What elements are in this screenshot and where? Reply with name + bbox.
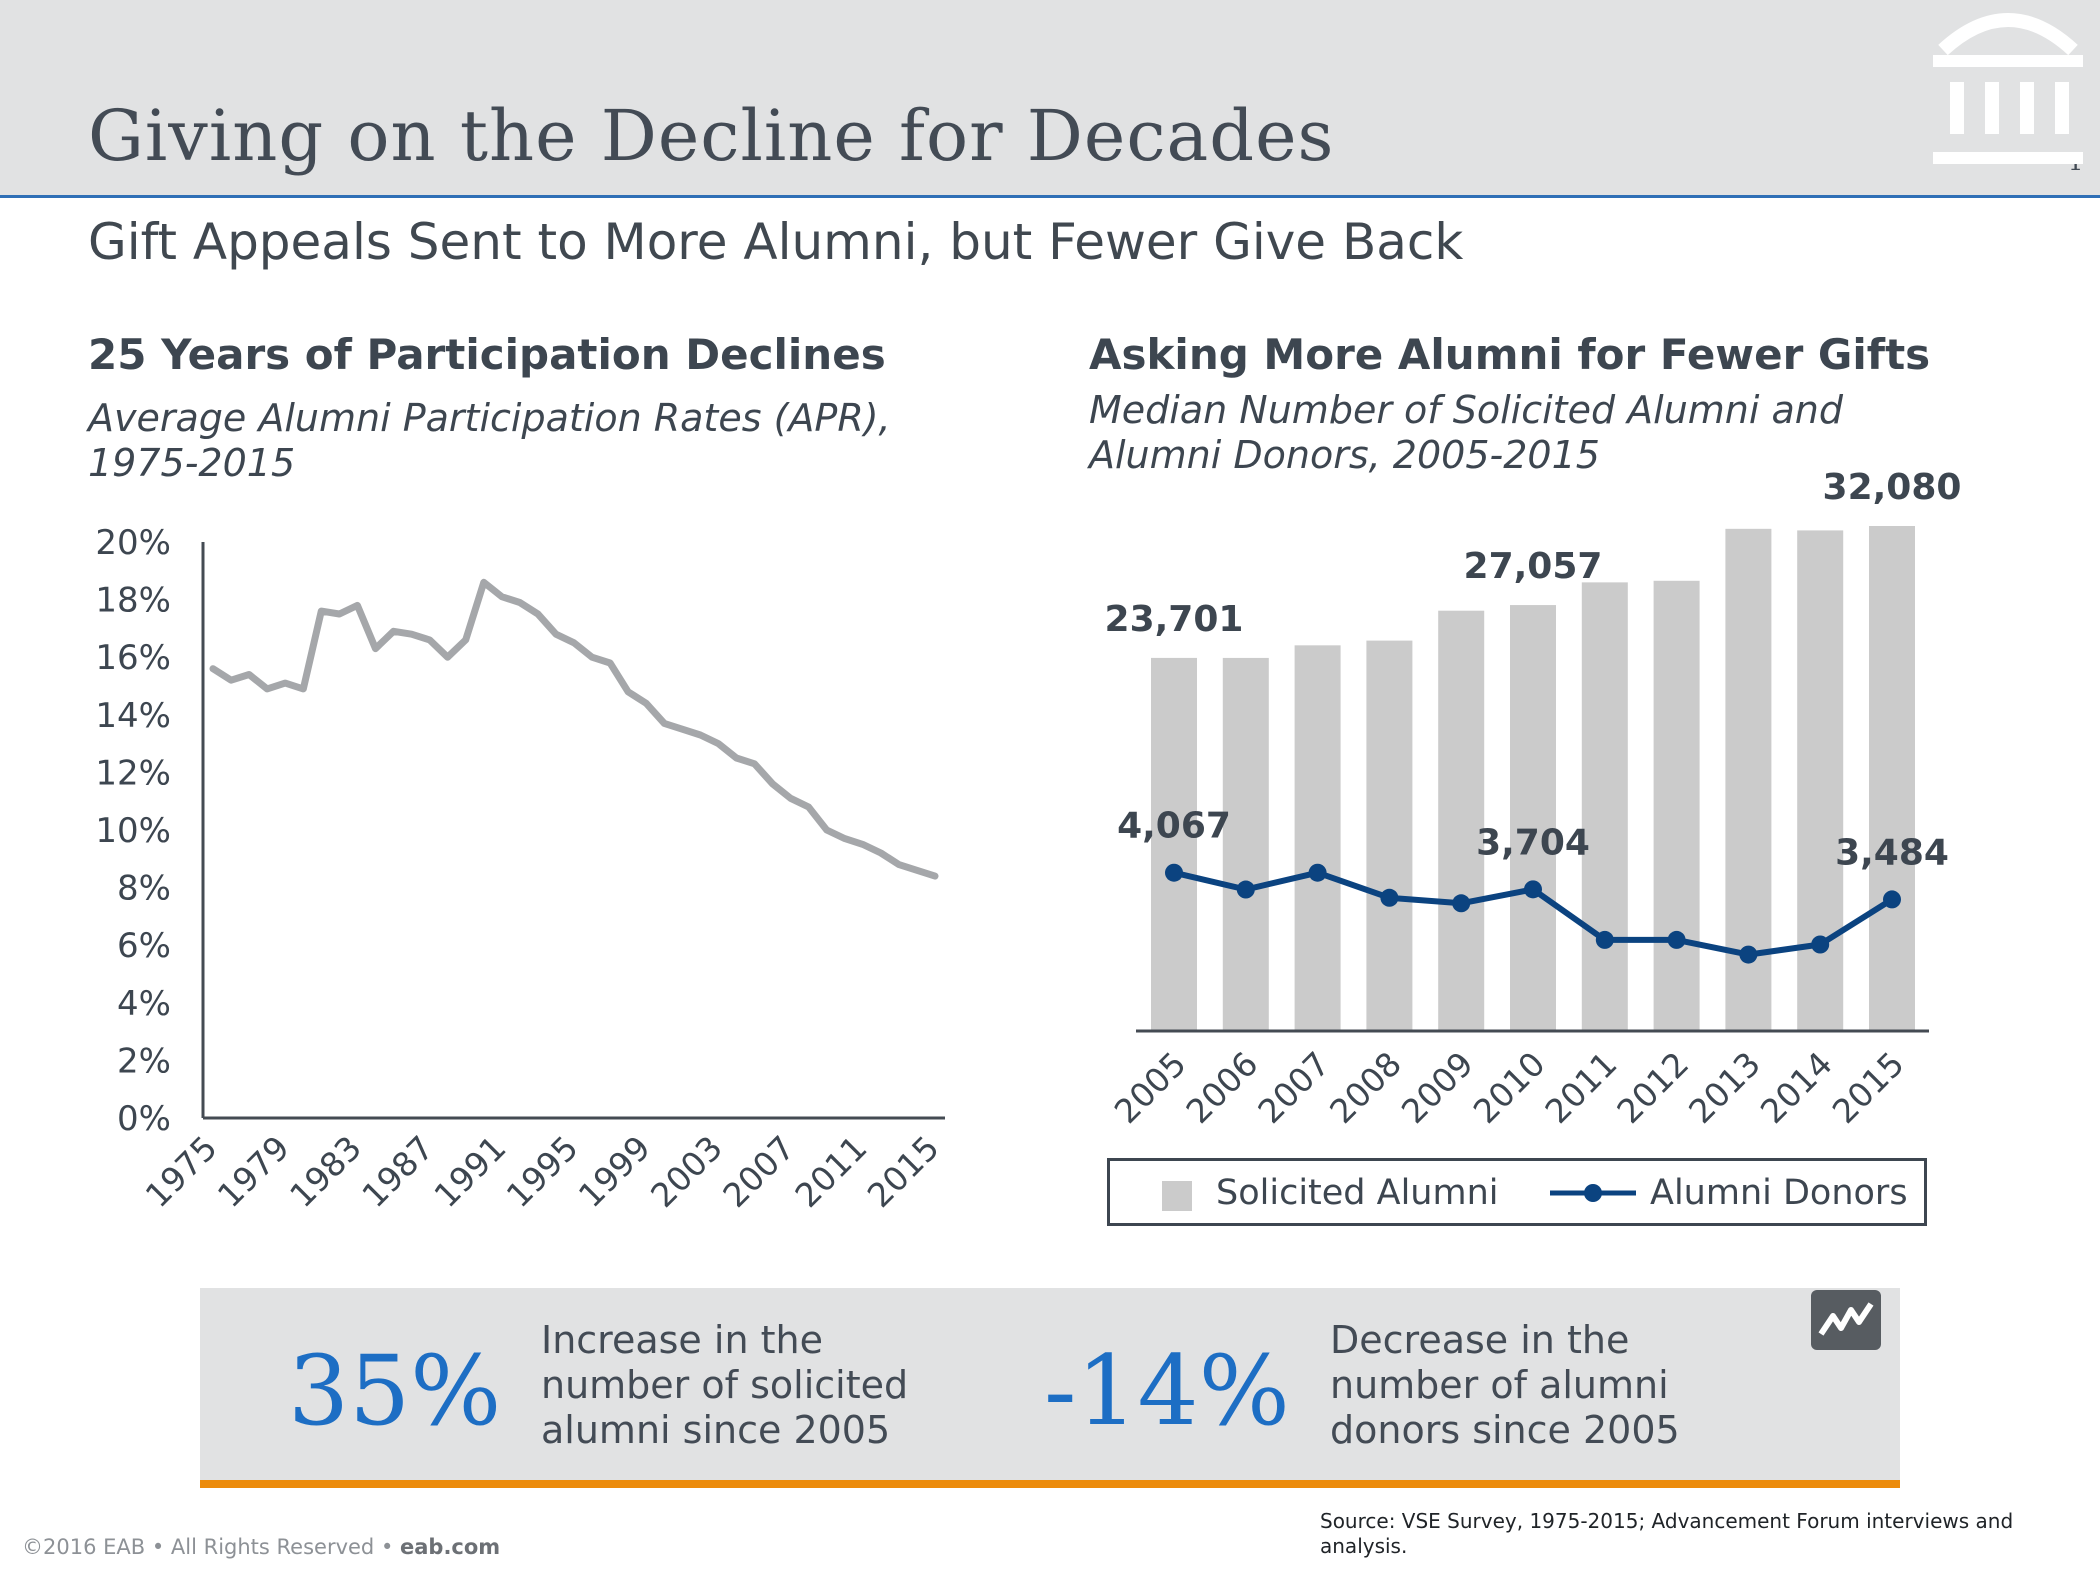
y-tick-label: 16% xyxy=(95,638,171,678)
solicited-bar xyxy=(1438,610,1485,1031)
x-tick-label: 1995 xyxy=(499,1128,586,1215)
solicited-bar xyxy=(1151,657,1197,1031)
page-subtitle: Gift Appeals Sent to More Alumni, but Fe… xyxy=(88,213,1464,271)
site-link[interactable]: eab.com xyxy=(400,1535,501,1559)
stat-donors-text: Decrease in the number of alumni donors … xyxy=(1330,1318,1680,1452)
bar-chart-subtitle: Median Number of Solicited Alumni and Al… xyxy=(1089,388,1844,477)
solicited-bar xyxy=(1222,657,1269,1031)
solicited-data-label: 32,080 xyxy=(1823,467,1962,508)
solicited-bar xyxy=(1797,530,1844,1031)
page-title: Giving on the Decline for Decades xyxy=(88,95,1335,177)
x-tick-label: 2011 xyxy=(787,1128,874,1215)
x-tick-label: 1979 xyxy=(210,1128,297,1215)
legend-swatch-solicited xyxy=(1162,1181,1192,1211)
x-tick-label: 2008 xyxy=(1322,1044,1409,1131)
x-tick-label: 1991 xyxy=(426,1128,513,1215)
x-tick-label: 2015 xyxy=(860,1128,947,1215)
donors-point xyxy=(1236,880,1255,899)
solicited-data-label: 27,057 xyxy=(1464,546,1603,587)
header-band xyxy=(0,0,2100,198)
donors-point xyxy=(1667,930,1686,949)
bar-chart-title: Asking More Alumni for Fewer Gifts xyxy=(1089,330,1931,379)
copyright-text: ©2016 EAB • All Rights Reserved • xyxy=(22,1535,400,1559)
x-tick-label: 2015 xyxy=(1825,1044,1912,1131)
solicited-bar xyxy=(1581,582,1628,1031)
x-tick-label: 2006 xyxy=(1178,1044,1265,1131)
donors-point xyxy=(1595,930,1614,949)
solicited-data-label: 23,701 xyxy=(1105,599,1244,640)
solicited-bar xyxy=(1869,526,1915,1031)
y-tick-label: 12% xyxy=(95,753,171,793)
x-tick-label: 2009 xyxy=(1394,1044,1481,1131)
institution-logo-icon xyxy=(1933,13,2083,164)
y-tick-label: 8% xyxy=(117,869,171,909)
trend-chart-icon xyxy=(1811,1290,1881,1350)
chart-legend: Solicited Alumni Alumni Donors xyxy=(1107,1158,1927,1226)
x-tick-label: 1983 xyxy=(282,1128,369,1215)
x-tick-label: 1975 xyxy=(138,1128,225,1215)
donors-data-label: 4,067 xyxy=(1117,806,1231,847)
donors-point xyxy=(1524,880,1542,899)
y-tick-label: 18% xyxy=(95,581,171,621)
x-tick-label: 1999 xyxy=(571,1128,658,1215)
source-note: Source: VSE Survey, 1975-2015; Advanceme… xyxy=(1320,1509,2014,1558)
solicited-bar xyxy=(1510,605,1556,1031)
y-tick-label: 10% xyxy=(95,811,171,851)
donors-data-label: 3,704 xyxy=(1476,822,1590,863)
x-tick-label: 2012 xyxy=(1609,1044,1696,1131)
x-tick-label: 2007 xyxy=(715,1128,802,1215)
donors-point xyxy=(1308,863,1327,882)
legend-swatch-donors xyxy=(1550,1184,1636,1202)
donors-data-label: 3,484 xyxy=(1835,832,1949,873)
x-tick-label: 2005 xyxy=(1107,1044,1194,1131)
x-tick-label: 2007 xyxy=(1250,1044,1337,1131)
line-chart-title: 25 Years of Participation Declines xyxy=(88,330,886,379)
x-tick-label: 2011 xyxy=(1537,1044,1624,1131)
donors-point xyxy=(1380,888,1399,907)
donors-point xyxy=(1739,945,1758,964)
donors-point xyxy=(1165,863,1183,882)
donors-point xyxy=(1811,935,1830,954)
y-tick-label: 2% xyxy=(117,1041,171,1081)
y-tick-label: 14% xyxy=(95,696,171,736)
solicited-bar xyxy=(1366,640,1413,1031)
x-tick-label: 2003 xyxy=(643,1128,730,1215)
solicited-bar xyxy=(1653,580,1700,1031)
x-tick-label: 2010 xyxy=(1466,1044,1553,1131)
donors-point xyxy=(1883,890,1901,909)
stat-solicited-text: Increase in the number of solicited alum… xyxy=(541,1318,909,1452)
donors-point xyxy=(1452,894,1471,913)
y-tick-label: 6% xyxy=(117,926,171,966)
stats-callout xyxy=(200,1288,1900,1488)
y-tick-label: 0% xyxy=(117,1099,171,1139)
legend-label-solicited: Solicited Alumni xyxy=(1216,1173,1499,1213)
x-tick-label: 1987 xyxy=(354,1128,441,1215)
apr-series-line xyxy=(209,578,939,880)
stat-donors-value: -14% xyxy=(1044,1335,1290,1447)
x-tick-label: 2014 xyxy=(1753,1044,1840,1131)
stat-solicited-value: 35% xyxy=(288,1335,502,1447)
solicited-bar xyxy=(1294,645,1341,1031)
participation-line-chart: 0% 2% 4% 6% 8% 10% 12% 14% 16% 18% 20% 197519791983… xyxy=(95,523,947,1215)
y-tick-label: 20% xyxy=(95,523,171,563)
x-tick-label: 2013 xyxy=(1681,1044,1768,1131)
line-chart-subtitle: Average Alumni Participation Rates (APR)… xyxy=(88,396,891,485)
legend-label-donors: Alumni Donors xyxy=(1650,1173,1908,1213)
footer-copyright: ©2016 EAB • All Rights Reserved • eab.co… xyxy=(22,1535,500,1559)
y-tick-label: 4% xyxy=(117,984,171,1024)
